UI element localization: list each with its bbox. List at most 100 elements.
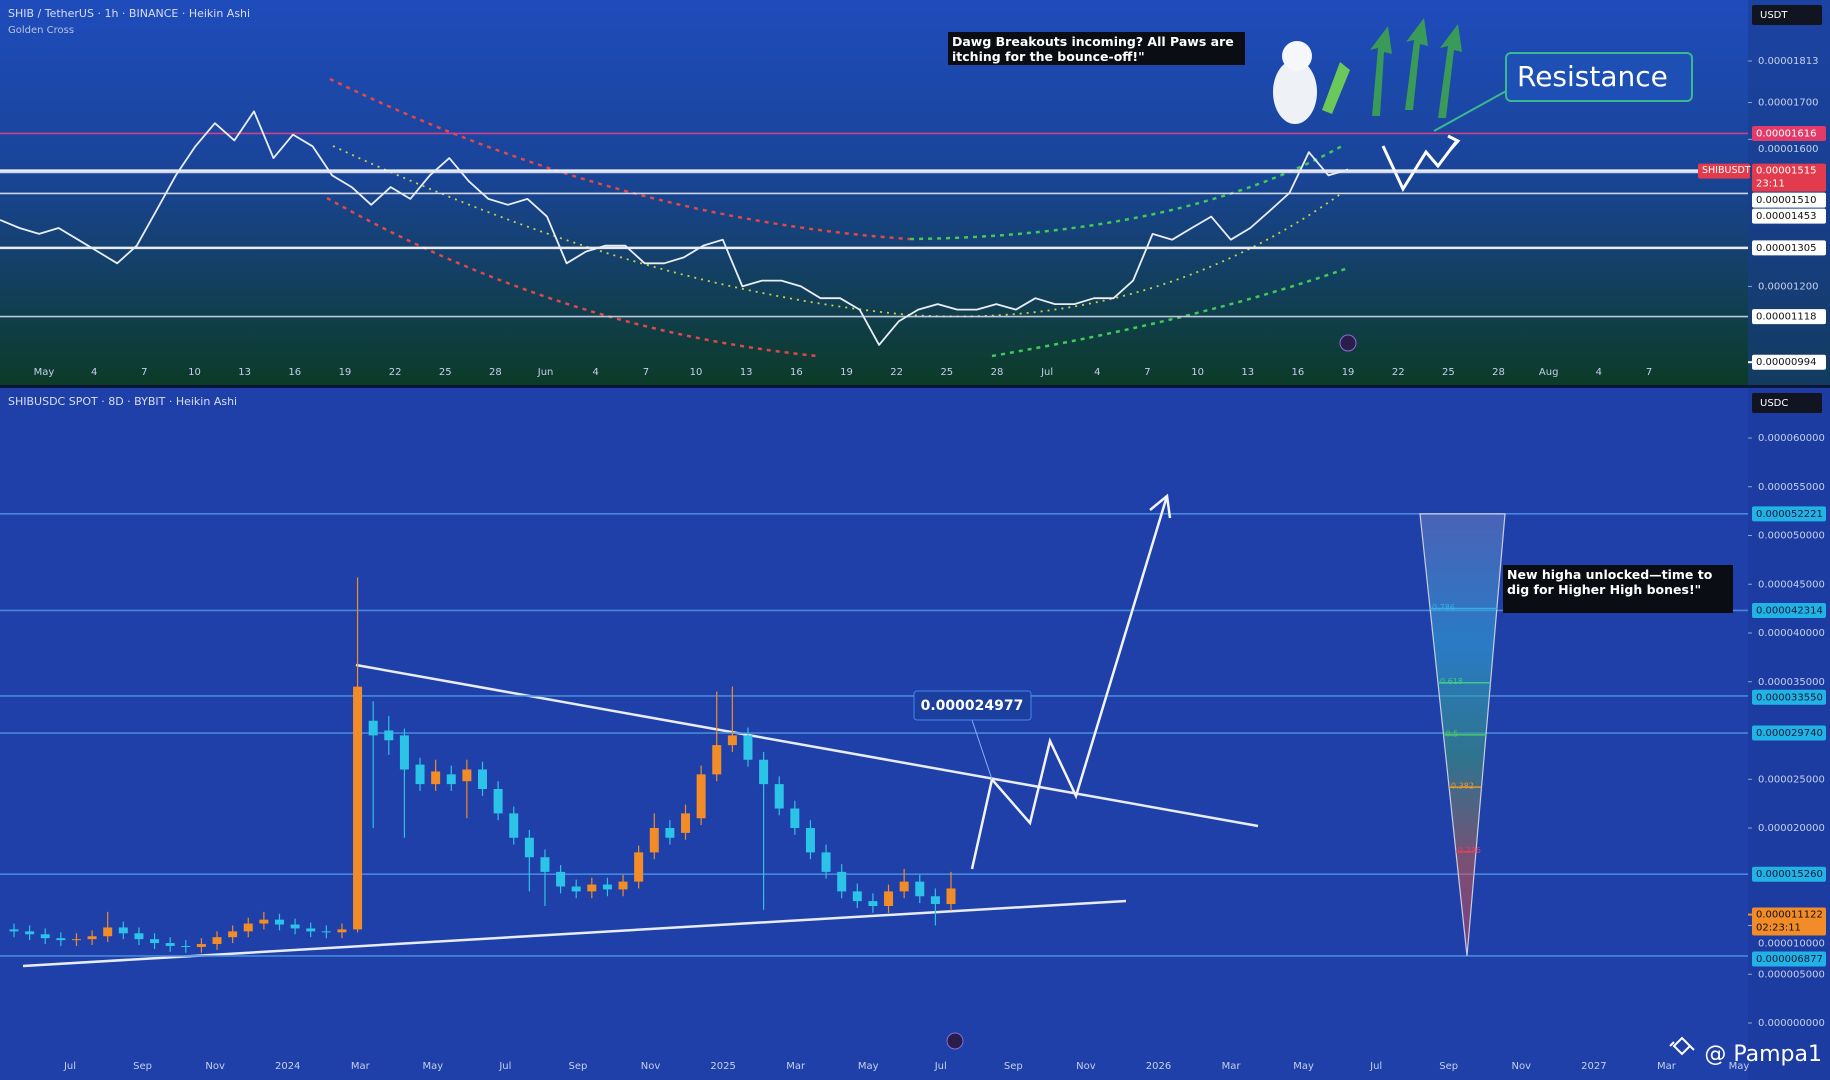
arrowhead <box>1447 134 1461 151</box>
annotation-note: Dawg Breakouts incoming? All Paws are it… <box>948 32 1245 65</box>
rocket-icon <box>1322 62 1350 114</box>
candle-body <box>618 881 628 890</box>
candle-body <box>681 813 691 833</box>
candle-body <box>384 730 394 741</box>
x-tick-label: 4 <box>1596 367 1602 378</box>
x-tick-label: 4 <box>1094 367 1100 378</box>
candle-body <box>274 919 284 925</box>
target-label: 0.000024977 <box>921 698 1024 714</box>
candle-body <box>524 837 534 858</box>
event-icon <box>1339 334 1357 352</box>
x-tick-label: Aug <box>1539 367 1559 378</box>
x-tick-label: Jul <box>498 1061 511 1072</box>
rising-arrow <box>1370 26 1392 116</box>
x-tick-label: May <box>1729 1061 1750 1072</box>
price-line <box>0 110 1349 346</box>
price-label: 0.000033550 <box>1756 692 1823 703</box>
candle-body <box>696 774 706 819</box>
candle-body <box>649 828 659 853</box>
candle-body <box>290 924 300 929</box>
y-tick-label: 0.000000000 <box>1758 1018 1825 1029</box>
x-tick-label: Jul <box>1369 1061 1382 1072</box>
candle-body <box>399 735 409 770</box>
candle-body <box>243 923 253 932</box>
unit-label: USDT <box>1760 10 1788 21</box>
x-tick-label: May <box>422 1061 443 1072</box>
y-tick-label: 0.000020000 <box>1758 823 1825 834</box>
price-label-box <box>1752 125 1826 141</box>
candle-body <box>915 881 925 897</box>
x-tick-label: 4 <box>91 367 97 378</box>
x-tick-label: May <box>34 367 55 378</box>
dog-icon <box>1282 41 1312 71</box>
price-label-box <box>1752 354 1826 370</box>
candle-body <box>415 764 425 785</box>
price-label: 0.000015260 <box>1756 869 1823 880</box>
price-label-box <box>1752 725 1826 741</box>
annotation-callout: Resistance <box>1505 52 1693 102</box>
y-tick-label: 0.000025000 <box>1758 774 1825 785</box>
x-tick-label: 22 <box>389 367 402 378</box>
x-tick-label: Jul <box>63 1061 76 1072</box>
candle-body <box>103 927 113 937</box>
candle-body <box>493 789 503 814</box>
fib-label: 0.382 <box>1451 782 1474 791</box>
candle-body <box>759 759 769 785</box>
y-tick-label: 0.000045000 <box>1758 579 1825 590</box>
unit-box <box>1752 5 1822 25</box>
x-tick-label: Jun <box>537 367 554 378</box>
price-label-box <box>1752 866 1826 882</box>
price-label: 0.00001616 <box>1756 128 1816 139</box>
candle-body <box>431 771 441 785</box>
x-tick-label: Nov <box>1512 1061 1532 1072</box>
candle-body <box>40 934 50 939</box>
candle-body <box>25 931 35 935</box>
candle-body <box>743 735 753 760</box>
unit-box <box>1752 393 1822 413</box>
y-tick-label: 0.00001813 <box>1758 56 1818 67</box>
x-tick-label: 28 <box>489 367 502 378</box>
symbol-tag-box <box>1698 163 1750 179</box>
y-tick-label: 0.00001200 <box>1758 281 1818 292</box>
price-label: 0.00001510 <box>1756 195 1816 206</box>
watermark: @ Pampa1 <box>1704 1042 1822 1067</box>
price-label: 0.000006877 <box>1756 954 1823 965</box>
candle-body <box>540 857 550 872</box>
candle-body <box>87 936 97 940</box>
annotation-note: New higha unlocked—time to dig for Highe… <box>1503 565 1733 613</box>
y-tick-label: 0.000035000 <box>1758 677 1825 688</box>
candle-body <box>353 686 363 930</box>
candle-body <box>181 945 191 947</box>
x-tick-label: Mar <box>1657 1061 1677 1072</box>
price-label-box <box>1752 506 1826 522</box>
y-tick-label: 0.000010000 <box>1758 939 1825 950</box>
candle-body <box>509 813 519 838</box>
y-tick-label: 0.00001600 <box>1758 144 1818 155</box>
x-tick-label: May <box>858 1061 879 1072</box>
candle-body <box>212 937 222 945</box>
channel-curve <box>326 196 818 358</box>
candle-body <box>150 939 160 944</box>
candle-body <box>337 929 347 933</box>
candle-body <box>790 808 800 828</box>
callout-pointer <box>1433 89 1509 132</box>
channel-curve <box>329 77 911 241</box>
y-tick-label: 0.00001700 <box>1758 98 1818 109</box>
candle-body <box>837 871 847 892</box>
x-tick-label: Jul <box>1040 367 1053 378</box>
x-tick-label: 7 <box>1646 367 1652 378</box>
price-label: 0.00000994 <box>1756 357 1816 368</box>
candle-body <box>727 735 737 746</box>
x-tick-label: Nov <box>1076 1061 1096 1072</box>
projection-zigzag <box>1381 141 1458 193</box>
x-tick-label: Sep <box>1004 1061 1023 1072</box>
x-tick-label: Mar <box>351 1061 371 1072</box>
rising-arrow <box>1405 18 1428 110</box>
x-tick-label: Sep <box>1439 1061 1458 1072</box>
candle-body <box>368 720 378 736</box>
x-tick-label: Sep <box>133 1061 152 1072</box>
candle-body <box>821 852 831 872</box>
x-tick-label: Jul <box>934 1061 947 1072</box>
y-tick-label: 0.000005000 <box>1758 970 1825 981</box>
